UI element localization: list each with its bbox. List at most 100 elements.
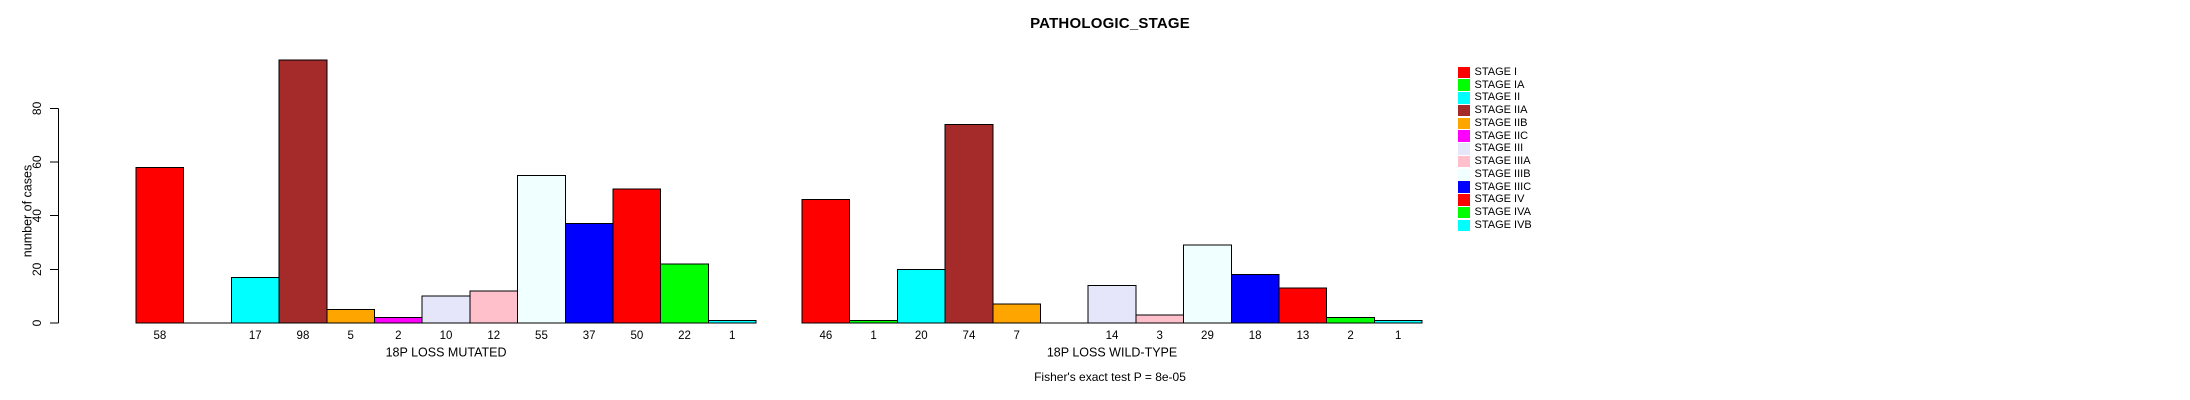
legend-swatch bbox=[1458, 206, 1470, 219]
legend-label: STAGE II bbox=[1474, 91, 1521, 104]
bar-value-label: 2 bbox=[395, 330, 401, 342]
legend-label: STAGE IVB bbox=[1474, 218, 1532, 231]
bar bbox=[896, 268, 946, 324]
legend-label: STAGE IVA bbox=[1474, 206, 1531, 219]
bar bbox=[1087, 284, 1137, 324]
bar bbox=[1373, 319, 1423, 324]
bar-value-label: 10 bbox=[440, 330, 453, 342]
legend-label: STAGE IIB bbox=[1474, 116, 1528, 129]
bar-value-label: 37 bbox=[583, 330, 596, 342]
legend-swatch bbox=[1458, 155, 1470, 168]
bar-value-label: 74 bbox=[963, 330, 976, 342]
bar bbox=[135, 166, 185, 324]
bar bbox=[421, 295, 471, 324]
bar bbox=[517, 174, 566, 324]
legend-item: STAGE IIIC bbox=[1458, 181, 1532, 194]
y-axis-tick-label: 0 bbox=[30, 319, 44, 326]
bar-value-label: 1 bbox=[870, 330, 876, 342]
bar-value-label: 55 bbox=[535, 330, 548, 342]
legend-swatch bbox=[1458, 219, 1470, 232]
group-label: 18P LOSS MUTATED bbox=[386, 346, 507, 360]
legend-item: STAGE IVA bbox=[1458, 206, 1532, 219]
legend-swatch bbox=[1458, 79, 1470, 91]
group-label: 18P LOSS WILD-TYPE bbox=[1047, 346, 1177, 360]
legend-item: STAGE III bbox=[1458, 143, 1532, 156]
legend-item: STAGE II bbox=[1458, 92, 1532, 105]
bar-value-label: 17 bbox=[249, 330, 262, 342]
legend-swatch bbox=[1458, 143, 1470, 155]
bar bbox=[374, 317, 423, 324]
y-axis-tick-label: 20 bbox=[30, 262, 44, 276]
legend-item: STAGE I bbox=[1458, 66, 1532, 79]
bar-value-label: 7 bbox=[1013, 330, 1019, 342]
bar-value-label: 18 bbox=[1249, 330, 1262, 342]
bar bbox=[992, 303, 1041, 324]
bar-value-label: 20 bbox=[915, 330, 928, 342]
bar-value-label: 29 bbox=[1201, 330, 1214, 342]
legend-item: STAGE IIIA bbox=[1458, 155, 1532, 168]
legend-label: STAGE IIIA bbox=[1474, 155, 1531, 168]
bar-value-label: 1 bbox=[729, 330, 735, 342]
bar-value-label: 58 bbox=[153, 330, 166, 342]
y-axis-title: number of cases bbox=[20, 165, 34, 257]
legend-swatch bbox=[1458, 181, 1470, 193]
legend-swatch bbox=[1458, 66, 1470, 79]
bar-value-label: 5 bbox=[347, 330, 353, 342]
legend-item: STAGE IVB bbox=[1458, 219, 1532, 232]
bar-value-label: 1 bbox=[1395, 330, 1401, 342]
legend-label: STAGE IIIB bbox=[1474, 167, 1531, 180]
legend-label: STAGE III bbox=[1474, 142, 1524, 155]
bar bbox=[326, 309, 375, 324]
y-axis-tick-label: 60 bbox=[30, 155, 44, 169]
bar-value-label: 14 bbox=[1106, 330, 1119, 342]
bar bbox=[612, 188, 662, 324]
bar bbox=[1135, 314, 1185, 324]
legend-item: STAGE IA bbox=[1458, 79, 1532, 92]
legend-swatch bbox=[1458, 117, 1470, 130]
bar bbox=[230, 276, 280, 324]
legend-item: STAGE IIA bbox=[1458, 104, 1532, 117]
bar-value-label: 12 bbox=[487, 330, 500, 342]
legend-label: STAGE IV bbox=[1474, 193, 1525, 206]
legend-label: STAGE IIA bbox=[1474, 104, 1528, 117]
legend-item: STAGE IIB bbox=[1458, 117, 1532, 130]
legend-swatch bbox=[1458, 130, 1470, 142]
bar-value-label: 22 bbox=[678, 330, 691, 342]
legend-label: STAGE IA bbox=[1474, 78, 1525, 91]
legend-item: STAGE IV bbox=[1458, 194, 1532, 207]
bar-value-label: 13 bbox=[1296, 330, 1309, 342]
bar bbox=[801, 199, 851, 324]
legend-swatch bbox=[1458, 104, 1470, 117]
bar bbox=[564, 223, 614, 324]
bar bbox=[1278, 287, 1328, 324]
bar bbox=[944, 123, 994, 324]
bar bbox=[1230, 274, 1280, 324]
bar-value-label: 3 bbox=[1157, 330, 1163, 342]
legend-swatch bbox=[1458, 194, 1470, 206]
bar bbox=[849, 319, 898, 324]
bar bbox=[1183, 244, 1232, 324]
bar bbox=[278, 59, 328, 324]
legend-label: STAGE IIC bbox=[1474, 129, 1529, 142]
bar bbox=[660, 263, 709, 324]
y-axis-tick-label: 80 bbox=[30, 101, 44, 115]
bar-value-label: 2 bbox=[1347, 330, 1353, 342]
legend-swatch bbox=[1458, 92, 1470, 104]
bar bbox=[469, 290, 519, 324]
legend-item: STAGE IIC bbox=[1458, 130, 1532, 143]
legend-label: STAGE IIIC bbox=[1474, 180, 1532, 193]
legend-item: STAGE IIIB bbox=[1458, 168, 1532, 181]
fisher-test-annotation: Fisher's exact test P = 8e-05 bbox=[1034, 370, 1186, 384]
legend-swatch bbox=[1458, 168, 1470, 181]
legend: STAGE I STAGE IA STAGE II STAGE IIA STAGE II… bbox=[1458, 66, 1532, 232]
legend-label: STAGE I bbox=[1474, 65, 1518, 78]
chart-title: PATHOLOGIC_STAGE bbox=[1030, 15, 1190, 32]
bar-value-label: 50 bbox=[630, 330, 643, 342]
y-axis-tick-label: 40 bbox=[30, 209, 44, 223]
bar bbox=[707, 319, 757, 324]
bar bbox=[1326, 317, 1375, 324]
bar-value-label: 98 bbox=[297, 330, 310, 342]
bar-value-label: 46 bbox=[819, 330, 832, 342]
